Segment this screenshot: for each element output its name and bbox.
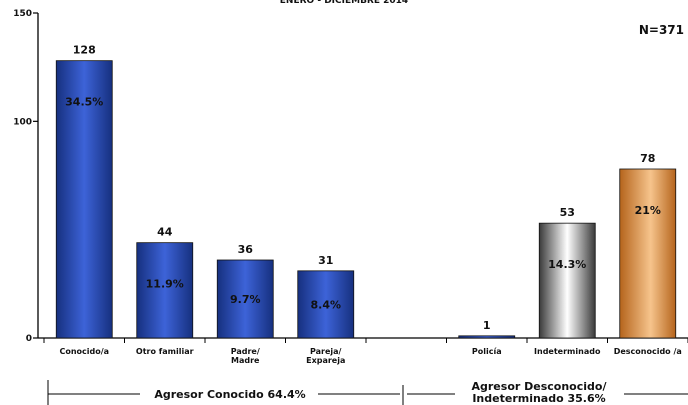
x-category-label: Indeterminado <box>534 347 601 356</box>
x-category-label: Conocido/a <box>59 347 109 356</box>
bar-conocido-a <box>55 60 113 339</box>
x-category-label: Desconocido /a <box>614 347 682 356</box>
bar-value-label: 53 <box>560 206 575 219</box>
y-tick-label: 150 <box>13 9 32 19</box>
x-category-label: Padre/Madre <box>231 347 260 365</box>
y-tick-label: 0 <box>26 334 32 344</box>
bar-value-label: 44 <box>157 226 173 239</box>
bar-percent-label: 11.9% <box>146 278 184 291</box>
x-category-label: Otro familiar <box>136 347 194 356</box>
sample-size-label: N=371 <box>639 23 684 37</box>
group-label-known: Agresor Conocido 64.4% <box>154 388 305 401</box>
bar-percent-label: 34.5% <box>65 96 103 109</box>
bar-value-label: 1 <box>483 319 491 332</box>
bar-percent-label: 21% <box>635 204 661 217</box>
chart-title: ENERO - DICIEMBRE 2014 <box>280 0 408 6</box>
bar-value-label: 78 <box>640 152 655 165</box>
x-category-label: Policía <box>472 347 502 356</box>
bar-value-label: 31 <box>318 254 333 267</box>
bar-desconocido-a <box>619 168 677 339</box>
bar-value-label: 36 <box>238 243 254 256</box>
bar-pareja-expareja <box>297 270 355 339</box>
bar-value-label: 128 <box>73 44 96 57</box>
bar-polic-a <box>458 335 516 339</box>
bar-indeterminado <box>538 222 596 339</box>
bar-otro-familiar <box>136 242 194 339</box>
group-label-unknown: Agresor Desconocido/Indeterminado 35.6% <box>472 380 608 405</box>
bar-percent-label: 14.3% <box>548 258 586 271</box>
y-tick-label: 100 <box>13 117 32 127</box>
x-category-label: Pareja/Expareja <box>306 347 345 365</box>
bar-percent-label: 9.7% <box>230 293 261 306</box>
bar-padre-madre <box>216 259 274 339</box>
bar-percent-label: 8.4% <box>310 298 341 311</box>
